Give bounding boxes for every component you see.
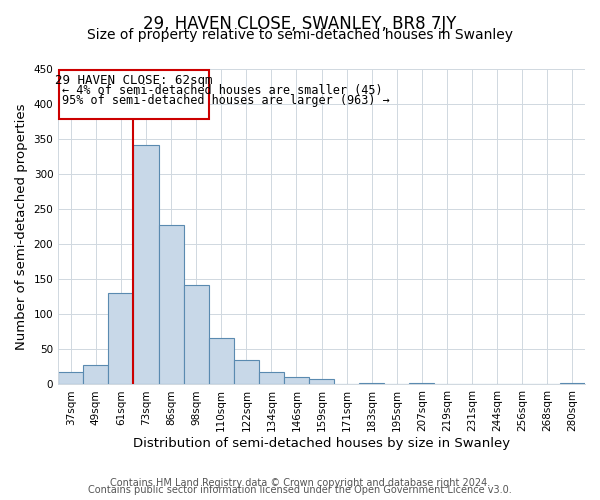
Bar <box>58 372 83 384</box>
Text: 29 HAVEN CLOSE: 62sqm: 29 HAVEN CLOSE: 62sqm <box>55 74 213 87</box>
Bar <box>234 360 259 384</box>
Text: Size of property relative to semi-detached houses in Swanley: Size of property relative to semi-detach… <box>87 28 513 42</box>
Y-axis label: Number of semi-detached properties: Number of semi-detached properties <box>15 104 28 350</box>
FancyBboxPatch shape <box>59 70 209 119</box>
Bar <box>109 294 133 384</box>
Bar <box>409 383 434 384</box>
Bar <box>359 383 385 384</box>
X-axis label: Distribution of semi-detached houses by size in Swanley: Distribution of semi-detached houses by … <box>133 437 510 450</box>
Text: Contains public sector information licensed under the Open Government Licence v3: Contains public sector information licen… <box>88 485 512 495</box>
Bar <box>209 338 234 384</box>
Bar <box>133 144 158 384</box>
Bar <box>309 379 334 384</box>
Text: ← 4% of semi-detached houses are smaller (45): ← 4% of semi-detached houses are smaller… <box>62 84 383 96</box>
Bar <box>259 372 284 384</box>
Text: Contains HM Land Registry data © Crown copyright and database right 2024.: Contains HM Land Registry data © Crown c… <box>110 478 490 488</box>
Text: 29, HAVEN CLOSE, SWANLEY, BR8 7JY: 29, HAVEN CLOSE, SWANLEY, BR8 7JY <box>143 15 457 33</box>
Bar <box>560 383 585 384</box>
Bar <box>83 365 109 384</box>
Bar <box>158 226 184 384</box>
Text: 95% of semi-detached houses are larger (963) →: 95% of semi-detached houses are larger (… <box>62 94 389 107</box>
Bar <box>284 378 309 384</box>
Bar <box>184 285 209 384</box>
